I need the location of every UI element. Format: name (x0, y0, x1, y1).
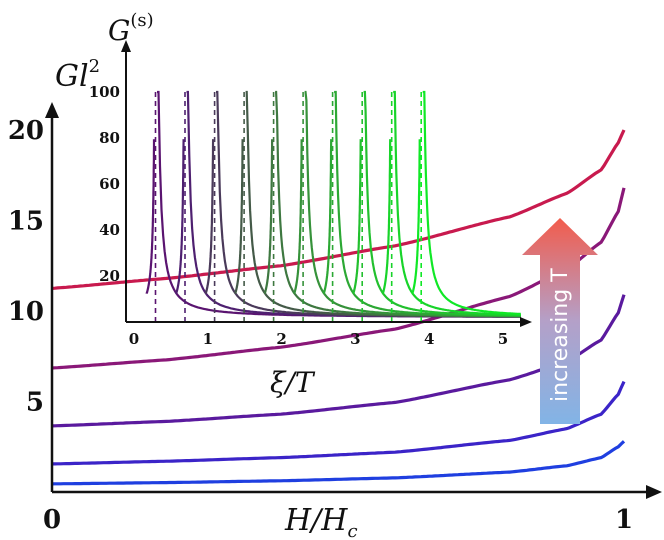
inset-y-axis-arrow-icon (121, 40, 131, 52)
inset-series-s1-left (145, 139, 156, 294)
inset-y-tick-label: 40 (99, 221, 120, 239)
inset-x-tick-label: 4 (424, 330, 434, 348)
main-y-axis-arrow-icon (45, 102, 59, 118)
inset-series-s8-left (352, 139, 362, 295)
inset-chart: 20 40 60 80 100 0 1 2 3 4 5 G(s) ξ/T (89, 10, 532, 399)
inset-x-label: ξ/T (270, 366, 316, 399)
inset-x-tick-label: 5 (498, 330, 508, 348)
inset-series-s3-left (204, 139, 215, 295)
main-y-tick-label: 15 (8, 207, 44, 237)
inset-curves (145, 90, 521, 322)
inset-series-s7-left (322, 139, 333, 294)
inset-x-tick-label: 2 (276, 330, 286, 348)
main-x-label: H/Hc (284, 503, 358, 540)
increasing-t-label: increasing T (548, 268, 573, 402)
inset-series-s9-right (393, 90, 521, 316)
inset-x-axis-arrow-icon (520, 317, 532, 327)
increasing-t-annotation: increasing T (522, 218, 598, 424)
main-x-tick-label: 1 (615, 505, 633, 535)
main-y-tick-label: 10 (8, 297, 44, 327)
inset-x-tick-label: 0 (129, 330, 139, 348)
main-series-T2 (52, 380, 626, 466)
inset-series-s2-left (175, 139, 185, 294)
inset-series-s9-left (381, 139, 392, 295)
inset-x-tick-label: 1 (203, 330, 213, 348)
main-x-tick-label: 0 (43, 505, 61, 535)
inset-series-s4-left (234, 139, 244, 295)
inset-series-s5-left (263, 139, 274, 295)
main-y-tick-label: 20 (8, 116, 44, 146)
inset-x-tick-label: 3 (350, 330, 360, 348)
inset-series-s6-left (293, 139, 303, 294)
inset-y-tick-label: 80 (99, 129, 120, 147)
inset-series-s10-left (411, 139, 421, 295)
inset-y-tick-label: 60 (99, 175, 120, 193)
inset-y-tick-label: 100 (89, 83, 120, 101)
inset-series-s4-right (245, 90, 521, 318)
main-y-label: Gl2 (55, 56, 100, 94)
main-curves (51, 129, 626, 486)
main-x-axis-arrow-icon (646, 485, 662, 499)
inset-ticks: 20 40 60 80 100 0 1 2 3 4 5 (89, 83, 509, 348)
inset-y-label: G(s) (108, 10, 154, 47)
main-y-tick-label: 5 (26, 388, 44, 418)
inset-series-s8-right (363, 90, 521, 317)
main-series-T1 (51, 440, 626, 486)
up-arrow-icon (522, 218, 598, 424)
main-series-T3 (51, 294, 626, 428)
inset-y-tick-label: 20 (99, 267, 120, 285)
main-series-T5 (51, 129, 626, 290)
inset-series-s10-right (422, 90, 521, 315)
main-series-T4 (51, 187, 626, 370)
